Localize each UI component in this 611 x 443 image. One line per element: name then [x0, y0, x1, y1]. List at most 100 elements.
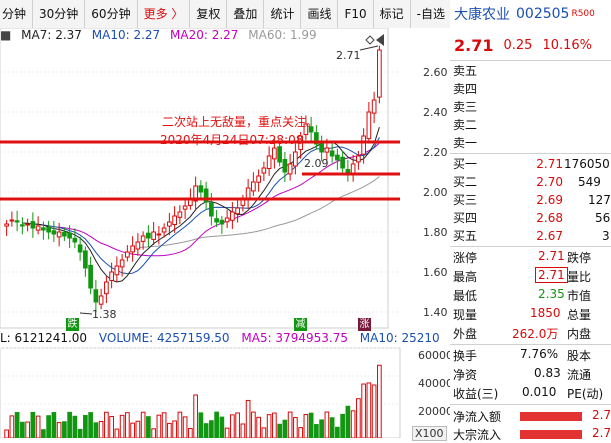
quote-header: 大康农业 002505 R500	[450, 0, 611, 28]
eps-label: 收益(三)	[453, 387, 499, 401]
badge-reduce: 减	[294, 318, 307, 331]
draw-line-button[interactable]: 画线	[301, 0, 339, 28]
statistics-button[interactable]: 统计	[264, 0, 302, 28]
tab-30-minute[interactable]: 30分钟	[33, 0, 86, 28]
candle-body	[266, 155, 272, 170]
buy-volume: 3	[602, 229, 610, 243]
limit-up-label: 涨停	[453, 251, 478, 265]
volume-bar	[9, 415, 15, 439]
buy-label: 买二	[453, 175, 478, 189]
candle-body	[67, 232, 72, 239]
volume-bar	[256, 416, 261, 439]
ma7-value: MA7: 2.37	[21, 28, 82, 42]
volume-tick: 40000	[418, 377, 453, 390]
support-price-label: 2.09	[304, 157, 329, 170]
buy-row-4[interactable]: 买四 2.68 56	[450, 209, 611, 227]
sell-label: 卖二	[453, 118, 478, 132]
volume-bar	[109, 415, 114, 439]
candle-body	[209, 202, 214, 217]
tab-minute[interactable]: 分钟	[0, 0, 34, 28]
candle-body	[235, 207, 240, 215]
kline-chart[interactable]	[0, 27, 450, 439]
volume-bar	[104, 411, 109, 439]
buy-label: 买五	[453, 229, 478, 243]
volume-bar	[361, 383, 366, 439]
candle-body	[104, 281, 109, 295]
volume-bar	[151, 428, 156, 439]
overlay-button[interactable]: 叠加	[227, 0, 265, 28]
volume-bar	[224, 427, 230, 439]
annotation-text-line2: 2020年4月24日07:28:08	[160, 133, 304, 147]
outer-label: 外盘	[453, 327, 478, 341]
candle-body	[77, 244, 83, 253]
buy-row-2[interactable]: 买二 2.70 549	[450, 173, 611, 191]
candle-body	[272, 147, 277, 160]
candle-body	[198, 185, 204, 193]
candle-body	[340, 156, 345, 169]
net-inflow-label: 净流入额	[453, 410, 502, 424]
volume-bar	[193, 394, 198, 439]
volume-bar	[261, 427, 267, 439]
volume-bar	[230, 414, 235, 439]
volume-bar	[366, 382, 372, 439]
stock-name[interactable]: 大康农业	[454, 7, 510, 23]
volume-bar	[287, 411, 293, 439]
volume-bar	[46, 415, 51, 439]
volume-bar	[345, 405, 351, 439]
volume-grid	[0, 347, 400, 405]
net-inflow-bar	[520, 412, 582, 421]
block-inflow-value: 2.7	[592, 426, 611, 440]
candle-body	[88, 264, 93, 289]
turnover-value: 7.76%	[520, 347, 559, 361]
stock-code: 002505	[516, 6, 570, 22]
adjust-button[interactable]: 复权	[190, 0, 228, 28]
divider	[450, 153, 611, 154]
candle-body	[119, 259, 125, 268]
sell-row-4[interactable]: 卖四	[450, 80, 611, 98]
candle-body	[4, 223, 9, 227]
more-periods-button[interactable]: 更多 〉	[138, 0, 191, 28]
kline-chart-area[interactable]	[0, 27, 451, 439]
candle-body	[361, 135, 366, 155]
price-panel-frame	[0, 27, 389, 329]
candle-body	[140, 235, 146, 242]
candle-body	[303, 123, 309, 136]
buy-row-1[interactable]: 买一 2.71 176050	[450, 155, 611, 173]
block-inflow-label: 大宗流入	[453, 428, 502, 442]
current-volume-label: 现量	[453, 308, 478, 322]
buy-price: 2.70	[536, 175, 563, 189]
sell-row-2[interactable]: 卖二	[450, 116, 611, 134]
sell-row-5[interactable]: 卖五	[450, 62, 611, 80]
mark-button[interactable]: 标记	[374, 0, 411, 28]
tab-60-minute[interactable]: 60分钟	[85, 0, 138, 28]
candle-body	[314, 132, 319, 145]
volume-bar	[114, 428, 120, 439]
remove-watchlist-button[interactable]: -自选	[411, 0, 452, 28]
f10-button[interactable]: F10	[338, 0, 374, 28]
float-label: 流通	[567, 368, 592, 382]
volume-bar	[161, 412, 167, 439]
volume-value: VOLUME: 4257159.50	[98, 331, 230, 345]
volume-bar	[35, 415, 41, 439]
ma-legend: ■ MA7: 2.37 MA10: 2.27 MA20: 2.27 MA60: …	[0, 28, 323, 46]
sell-row-3[interactable]: 卖三	[450, 98, 611, 116]
annotation-text-line1: 二次站上无敌量，重点关注。	[162, 115, 319, 129]
vol-ma10-value: MA10: 25210	[359, 331, 440, 345]
price-tick: 2.00	[423, 186, 448, 199]
buy-orderbook: 买一 2.71 176050 买二 2.70 549 买三 2.69 127 买四 2.68 5…	[450, 155, 611, 245]
candlesticks	[4, 45, 382, 312]
volume-tick: 60000	[418, 349, 453, 362]
price-tick: 2.60	[423, 66, 448, 79]
volume-bar	[83, 415, 88, 439]
sell-row-1[interactable]: 卖一	[450, 134, 611, 152]
volume-bar	[119, 414, 125, 439]
price-tick: 1.80	[423, 226, 448, 239]
collapse-icon[interactable]: ■	[0, 28, 12, 42]
volume-bar	[51, 412, 57, 439]
candle-body	[182, 205, 188, 210]
buy-row-3[interactable]: 买三 2.69 127	[450, 191, 611, 209]
last-price: 2.71	[454, 35, 494, 55]
volume-bar	[340, 413, 345, 439]
candle-body	[114, 265, 120, 276]
buy-row-5[interactable]: 买五 2.67 3	[450, 227, 611, 245]
